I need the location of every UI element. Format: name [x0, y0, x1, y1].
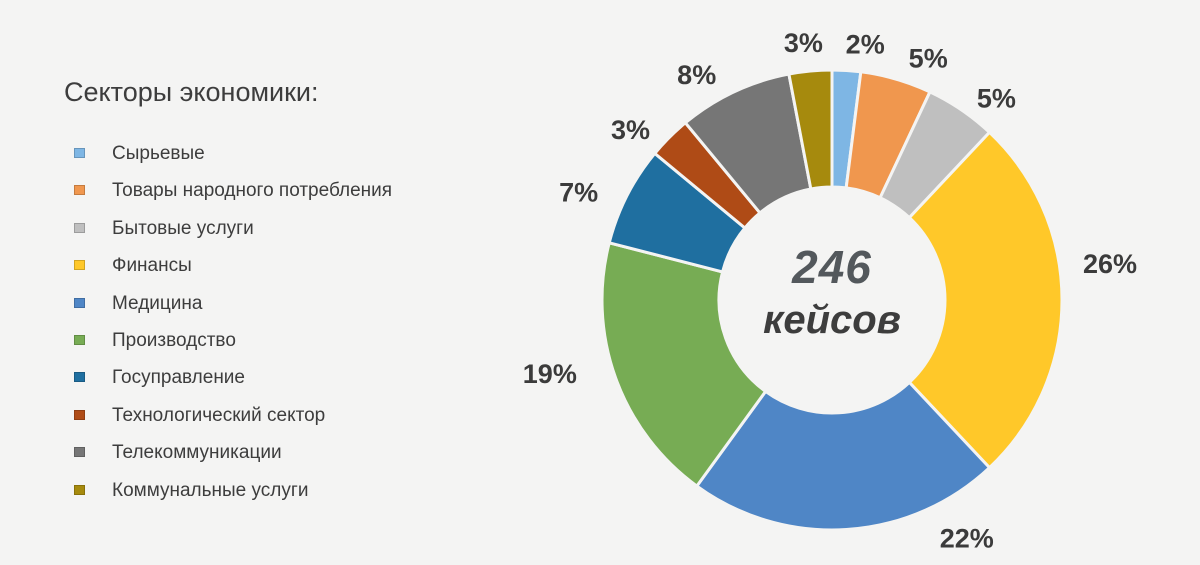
svg-text:7%: 7% [559, 178, 598, 208]
svg-text:26%: 26% [1083, 249, 1137, 279]
svg-text:19%: 19% [523, 359, 577, 389]
svg-text:22%: 22% [940, 524, 994, 554]
svg-text:2%: 2% [846, 30, 885, 60]
svg-text:3%: 3% [611, 115, 650, 145]
svg-text:5%: 5% [977, 84, 1016, 114]
svg-text:5%: 5% [909, 43, 948, 73]
svg-text:3%: 3% [784, 28, 823, 58]
svg-text:8%: 8% [677, 60, 716, 90]
